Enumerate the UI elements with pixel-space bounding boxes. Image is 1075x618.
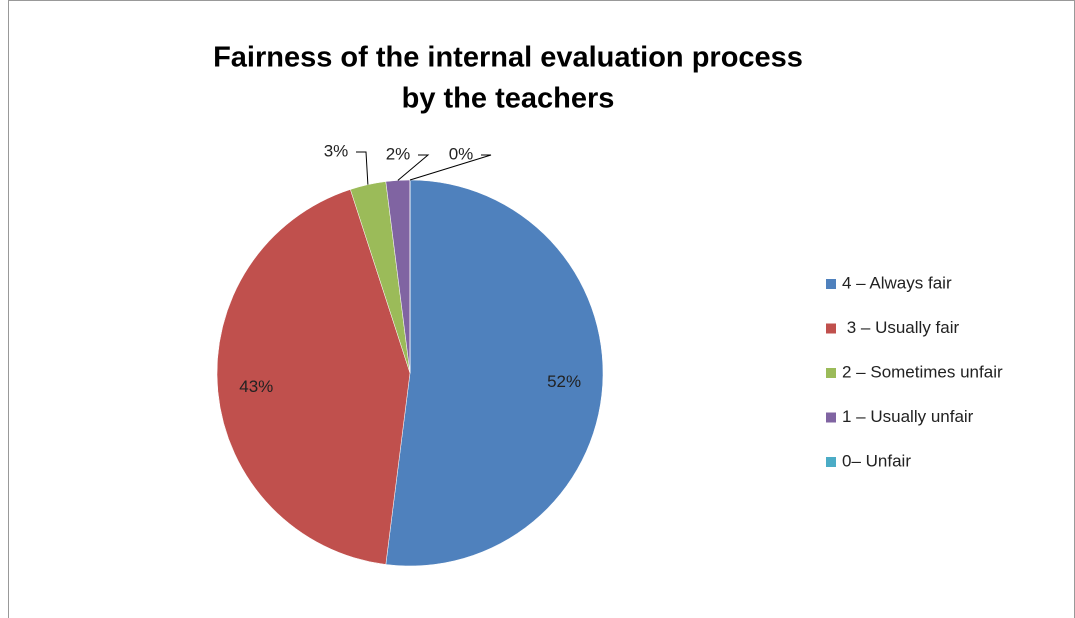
leader-line bbox=[409, 154, 492, 181]
pie-slice bbox=[385, 179, 604, 567]
legend-swatch bbox=[826, 412, 836, 423]
legend-swatch bbox=[826, 457, 836, 467]
legend-label: 1 – Usually unfair bbox=[842, 407, 974, 426]
chart-title: by the teachers bbox=[402, 83, 615, 115]
leader-line bbox=[397, 154, 430, 181]
data-label: 43% bbox=[239, 377, 273, 396]
legend-label: 3 – Usually fair bbox=[842, 318, 959, 337]
data-label: 2% bbox=[386, 144, 411, 163]
chart-title: Fairness of the internal evaluation proc… bbox=[213, 42, 803, 74]
pie-slice bbox=[216, 189, 411, 565]
legend-label: 4 – Always fair bbox=[842, 273, 952, 292]
legend-label: 2 – Sometimes unfair bbox=[842, 362, 1003, 381]
legend-swatch bbox=[826, 323, 836, 334]
leader-line bbox=[356, 151, 369, 185]
data-label: 0% bbox=[449, 144, 474, 163]
data-label: 52% bbox=[547, 372, 581, 391]
legend-swatch bbox=[826, 279, 836, 289]
legend-label: 0– Unfair bbox=[842, 451, 911, 470]
data-label: 3% bbox=[324, 141, 349, 160]
legend-swatch bbox=[826, 368, 836, 378]
